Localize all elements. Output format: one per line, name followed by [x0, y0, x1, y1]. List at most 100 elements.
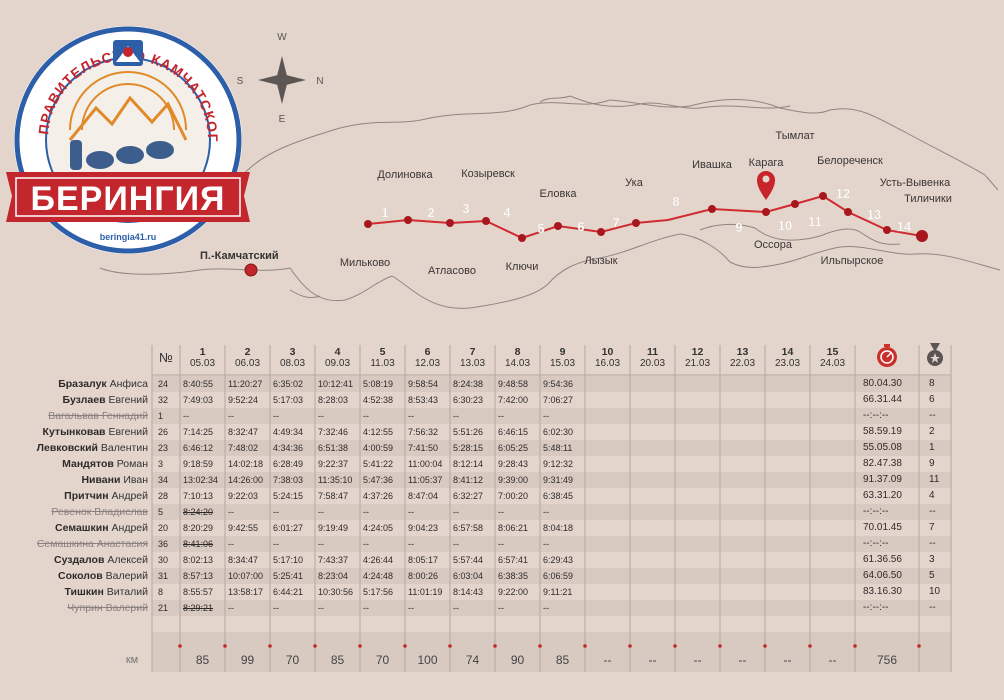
stage-time: -- [543, 603, 549, 613]
checkpoint-dot [482, 217, 490, 225]
stage-number: 10 [601, 346, 614, 358]
participant-first-name: Анфиса [106, 378, 148, 390]
stage-time: 9:19:49 [318, 523, 349, 533]
stage-time: -- [228, 411, 234, 421]
compass-w: W [277, 32, 287, 43]
stage-time: 6:29:43 [543, 555, 574, 565]
km-dot [358, 644, 362, 648]
stage-header: 11 20.03 [630, 346, 675, 370]
stage-time: 9:42:55 [228, 523, 259, 533]
row-stripe [152, 504, 951, 520]
stage-time: 8:40:55 [183, 379, 214, 389]
stage-km: -- [783, 653, 792, 667]
stage-time: 8:20:29 [183, 523, 214, 533]
stage-time: 8:05:17 [408, 555, 439, 565]
km-dot [673, 644, 677, 648]
checkpoint-dot [364, 220, 372, 228]
stage-time: 9:31:49 [543, 475, 574, 485]
stage-time: 5:28:15 [453, 443, 484, 453]
stage-time: 4:24:05 [363, 523, 394, 533]
stage-number: 8 [514, 346, 521, 358]
place: 8 [929, 378, 935, 389]
place: -- [929, 506, 936, 517]
checkpoint-dot [916, 230, 928, 242]
place: 9 [929, 458, 935, 469]
stage-time: 6:05:25 [498, 443, 529, 453]
leg-number: 2 [427, 205, 434, 220]
stage-time: 5:17:10 [273, 555, 304, 565]
stage-time: 6:46:15 [498, 427, 529, 437]
stage-number: 7 [469, 346, 476, 358]
stage-time: 7:10:13 [183, 491, 214, 501]
checkpoint-dot [883, 226, 891, 234]
leg-number: 4 [503, 205, 511, 220]
bib-number: 31 [158, 571, 169, 581]
stage-date: 13.03 [459, 358, 486, 369]
route-map: N S W E П.-Камчатский Мильково Долиновка А… [0, 0, 1001, 309]
stage-time: 7:32:46 [318, 427, 349, 437]
stage-time: 7:06:27 [543, 395, 574, 405]
stage-header: 10 16.03 [585, 346, 630, 370]
checkpoint-label: Ука [625, 177, 644, 189]
bib-number: 30 [158, 555, 169, 565]
stage-date: 24.03 [819, 358, 846, 369]
stage-time: 9:54:36 [543, 379, 574, 389]
stage-time: 9:52:24 [228, 395, 259, 405]
leg-number: 7 [612, 215, 619, 230]
checkpoint-label: Тымлат [775, 130, 814, 142]
stage-time: -- [318, 507, 324, 517]
checkpoint-dot [708, 205, 716, 213]
stage-time: 6:57:58 [453, 523, 484, 533]
stage-header: 12 21.03 [675, 346, 720, 370]
participant-first-name: Владислав [91, 506, 148, 518]
stage-date: 12.03 [414, 358, 441, 369]
stage-time: 4:00:59 [363, 443, 394, 453]
stage-time: 14:02:18 [228, 459, 264, 469]
participant-surname: Семашкин [55, 522, 109, 534]
no-header: № [159, 350, 173, 365]
stage-km: -- [738, 653, 747, 667]
participant-name: Ревенок Владислав [0, 504, 148, 520]
stage-header: 2 06.03 [225, 346, 270, 370]
stage-time: 5:17:03 [273, 395, 304, 405]
participant-name: Мандятов Роман [0, 456, 148, 472]
stage-time: -- [543, 411, 549, 421]
place: 4 [929, 490, 935, 501]
stage-number: 9 [559, 346, 566, 358]
leg-number: 15 [0, 0, 7, 3]
stage-time: -- [408, 603, 414, 613]
stage-time: 8:00:26 [408, 571, 439, 581]
stage-time: -- [498, 539, 504, 549]
km-dot [808, 644, 812, 648]
stage-time: 6:28:49 [273, 459, 304, 469]
place: -- [929, 538, 936, 549]
stage-date: 15.03 [549, 358, 576, 369]
stage-time: 5:48:11 [543, 443, 573, 453]
stopwatch-icon [877, 344, 897, 367]
place: 11 [929, 474, 940, 485]
stage-time: 4:34:36 [273, 443, 304, 453]
stage-time: 6:01:27 [273, 523, 304, 533]
stage-time: 8:57:13 [183, 571, 214, 581]
stage-time: -- [273, 539, 279, 549]
stage-time: 8:23:04 [318, 571, 349, 581]
coastline [249, 99, 999, 191]
stage-header: 6 12.03 [405, 346, 450, 370]
stage-time: 7:41:50 [408, 443, 439, 453]
participant-name: Левковский Валентин [0, 440, 148, 456]
stage-date: 14.03 [504, 358, 531, 369]
participant-first-name: Валерий [102, 570, 148, 582]
stage-time: 7:48:02 [228, 443, 259, 453]
participant-name: Тишкин Виталий [0, 584, 148, 600]
participant-name: Суздалов Алексей [0, 552, 148, 568]
stage-time: -- [363, 411, 369, 421]
leg-number: 6 [577, 219, 584, 234]
km-dot [628, 644, 632, 648]
place: -- [929, 410, 936, 421]
stage-time: -- [408, 507, 414, 517]
participant-surname: Соколов [58, 570, 103, 582]
leg-number: 11 [808, 214, 822, 229]
logo-title: БЕРИНГИЯ [31, 180, 226, 218]
bib-number: 1 [158, 411, 164, 421]
stage-km: 90 [510, 653, 525, 667]
